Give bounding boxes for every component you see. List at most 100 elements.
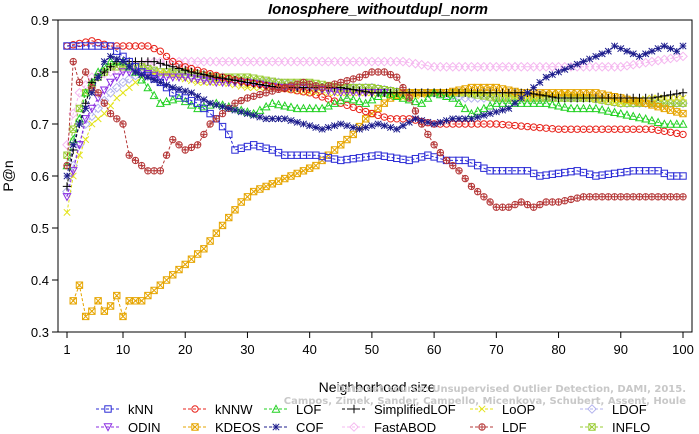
data-point-kdeos — [187, 255, 196, 263]
legend-label: INFLO — [612, 420, 650, 434]
data-point-simplifiedlof — [660, 91, 669, 101]
data-point-ldf — [75, 78, 84, 87]
legend-marker-ldof — [587, 404, 597, 414]
data-point-ldf — [355, 73, 364, 81]
data-point-cof — [206, 99, 214, 107]
data-point-cof — [293, 118, 301, 126]
data-point-kdeos — [243, 193, 252, 201]
data-point-lof — [603, 106, 613, 115]
data-point-ldf — [480, 193, 488, 201]
data-point-cof — [555, 68, 563, 76]
data-point-lof — [417, 98, 427, 107]
data-point-fastabod — [410, 58, 421, 69]
legend-item-simplifiedlof: SimplifiedLOF — [342, 402, 456, 417]
y-tick-label: 0.3 — [31, 325, 49, 340]
data-point-cof — [411, 115, 419, 123]
data-point-lof — [423, 93, 433, 102]
data-point-knn — [411, 154, 420, 163]
data-point-lof — [442, 91, 452, 100]
data-point-odin — [87, 104, 97, 114]
data-point-cof — [225, 104, 233, 112]
legend-label: kNNW — [215, 402, 253, 417]
data-point-cof — [623, 47, 631, 55]
data-point-simplifiedlof — [255, 80, 265, 89]
data-point-odin — [74, 141, 84, 150]
data-point-simplifiedlof — [187, 67, 196, 77]
data-point-cof — [144, 73, 152, 81]
data-point-lof — [323, 101, 333, 110]
data-point-lof — [647, 115, 657, 125]
data-point-lof — [541, 98, 551, 107]
data-point-ldf — [162, 151, 171, 159]
legend-item-lof: LOF — [264, 402, 321, 417]
data-point-lof — [585, 103, 595, 113]
data-point-simplifiedlof — [230, 76, 240, 85]
data-point-ldf — [305, 80, 314, 88]
data-point-ldf — [411, 107, 420, 115]
data-point-ldf — [249, 92, 258, 100]
data-point-ldf — [523, 200, 532, 209]
data-point-ldf — [629, 193, 637, 201]
legend-marker-knnw — [191, 405, 199, 413]
data-point-ldof — [86, 111, 97, 122]
data-point-cof — [368, 122, 376, 130]
data-point-ldf — [505, 203, 513, 211]
data-point-lof — [367, 94, 377, 104]
data-point-ldf — [393, 73, 401, 81]
data-point-ldf — [100, 99, 109, 107]
data-point-cof — [150, 76, 158, 84]
legend-item-odin: ODIN — [96, 420, 161, 434]
data-point-lof — [578, 103, 588, 113]
data-point-cof — [212, 101, 220, 109]
data-point-lof — [168, 94, 178, 104]
data-point-knn — [473, 161, 482, 170]
data-point-lof — [305, 103, 315, 113]
data-point-loop — [679, 94, 687, 102]
data-point-kdeos — [88, 307, 96, 315]
data-point-lof — [162, 96, 172, 106]
data-point-ldf — [293, 80, 301, 88]
data-point-cof — [673, 47, 681, 55]
data-point-kdeos — [268, 180, 277, 188]
data-point-kdeos — [150, 286, 158, 295]
data-point-cof — [318, 125, 326, 133]
data-point-kdeos — [312, 161, 320, 170]
x-axis: 1 10 20 30 40 50 60 70 80 90 100 — [63, 332, 694, 357]
data-point-loop — [75, 151, 83, 159]
data-point-cof — [281, 115, 289, 123]
data-point-kdeos — [679, 109, 687, 118]
data-point-lof — [342, 93, 352, 102]
series-layer — [62, 37, 688, 321]
data-point-cof — [679, 42, 687, 50]
data-point-lof — [516, 98, 526, 107]
data-point-ldf — [424, 130, 432, 139]
data-point-cof — [331, 122, 339, 130]
y-tick-label: 0.6 — [31, 169, 49, 184]
data-point-knn — [113, 47, 121, 55]
data-point-kdeos — [225, 213, 233, 222]
data-point-lof — [616, 108, 626, 118]
data-point-fastabod — [404, 57, 415, 68]
data-point-ldf — [131, 156, 140, 165]
data-point-simplifiedlof — [653, 92, 663, 102]
data-point-ldf — [312, 82, 320, 90]
data-point-cof — [542, 73, 550, 81]
data-point-lof — [610, 107, 620, 116]
data-point-lof — [193, 103, 203, 113]
data-point-kdeos — [231, 206, 239, 214]
data-point-kdeos — [380, 99, 389, 107]
data-point-ldf — [349, 75, 357, 83]
data-point-cof — [63, 172, 71, 180]
data-point-lof — [286, 102, 296, 111]
data-point-loop — [131, 78, 139, 86]
data-point-cof — [642, 50, 650, 58]
data-point-kdeos — [237, 198, 245, 206]
legend-label: SimplifiedLOF — [374, 402, 456, 417]
data-point-lof — [591, 103, 601, 113]
data-point-lof — [361, 98, 371, 107]
data-point-cof — [492, 108, 500, 116]
data-point-cof — [455, 115, 463, 123]
x-axis-label: Neighborhood size — [319, 379, 436, 395]
y-axis: 0.3 0.4 0.5 0.6 0.7 0.8 0.9 — [31, 13, 58, 340]
data-point-cof — [598, 50, 606, 58]
